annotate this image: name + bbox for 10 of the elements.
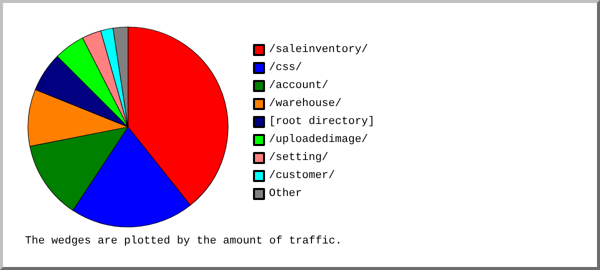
legend-label: Other xyxy=(269,188,302,200)
legend-label: /customer/ xyxy=(269,170,336,182)
text: The wedges are plotted by the amount of traffic. xyxy=(25,236,342,248)
legend-label: [root directory] xyxy=(269,116,375,128)
legend-label: /setting/ xyxy=(269,152,328,164)
legend-label: /account/ xyxy=(269,80,328,92)
legend-label: /saleinventory/ xyxy=(269,44,368,56)
legend-label: /warehouse/ xyxy=(269,98,342,110)
legend-label: /css/ xyxy=(269,62,302,74)
legend-label: /uploadedimage/ xyxy=(269,134,368,146)
